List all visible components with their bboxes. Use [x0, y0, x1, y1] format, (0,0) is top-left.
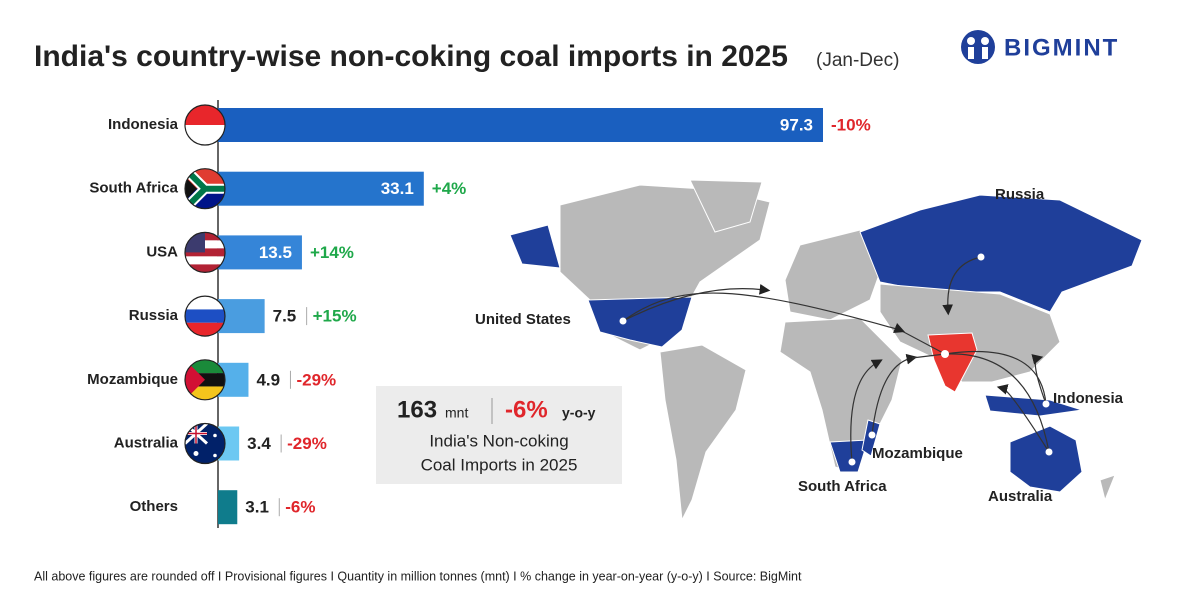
category-label: Australia — [114, 434, 179, 451]
logo: BIGMINT — [961, 30, 1119, 64]
flag-border — [184, 422, 226, 465]
map-label: Indonesia — [1053, 390, 1124, 407]
category-label: Mozambique — [87, 371, 178, 388]
flag — [184, 359, 226, 401]
footer: All above figures are rounded off I Prov… — [34, 569, 802, 583]
map-label: Australia — [988, 488, 1053, 505]
change-label: -29% — [287, 434, 327, 453]
value-label: 97.3 — [780, 115, 813, 134]
world-map: Russia United States Indonesia Mozambiqu… — [475, 179, 1143, 522]
value-label: 33.1 — [381, 179, 414, 198]
logo-text: BIGMINT — [1004, 34, 1119, 61]
change-label: +15% — [313, 307, 357, 326]
flag — [184, 168, 226, 210]
summary-change-unit: y-o-y — [562, 405, 596, 421]
bar — [218, 299, 265, 334]
change-label: -10% — [831, 115, 871, 134]
change-label: -29% — [296, 370, 336, 389]
summary-change: -6% — [505, 396, 548, 423]
flag-stripe — [185, 322, 225, 337]
category-label: USA — [146, 243, 178, 260]
flag-stripe — [185, 264, 225, 273]
value-label: 13.5 — [259, 243, 292, 262]
bar — [218, 171, 424, 206]
flag-border — [184, 359, 226, 401]
value-label: 4.9 — [256, 370, 280, 389]
flag — [184, 422, 226, 465]
map-label: Russia — [995, 186, 1045, 203]
map-label: South Africa — [798, 478, 887, 495]
flag-border — [184, 295, 226, 337]
category-label: South Africa — [89, 180, 178, 197]
value-label: 3.1 — [245, 498, 269, 517]
flag — [184, 295, 226, 337]
category-label: Others — [130, 498, 178, 515]
flag-stripe — [185, 256, 225, 265]
flag-body — [185, 423, 225, 464]
bar — [218, 490, 238, 525]
flag-star — [213, 433, 217, 438]
flag-union — [185, 423, 207, 444]
map-label: Mozambique — [872, 445, 963, 462]
flag-stripe — [185, 125, 225, 145]
flag-star — [193, 451, 199, 456]
flag-body — [185, 359, 225, 400]
flag — [184, 231, 226, 273]
summary-caption: Coal Imports in 2025 — [421, 455, 578, 474]
flag-border — [184, 104, 226, 146]
subtitle: (Jan-Dec) — [816, 50, 899, 71]
change-label: +4% — [432, 179, 467, 198]
flag-stripe — [185, 309, 225, 323]
flag-triangle — [185, 176, 197, 201]
change-label: -6% — [285, 498, 315, 517]
summary-total: 163 — [397, 396, 437, 423]
category-label: Indonesia — [108, 116, 179, 133]
category-label: Russia — [129, 307, 179, 324]
change-label: +14% — [310, 243, 354, 262]
title: India's country-wise non-coking coal imp… — [34, 40, 788, 73]
flag-stripe — [185, 296, 225, 310]
bar — [218, 108, 823, 142]
summary-caption: India's Non-coking — [429, 431, 568, 450]
flag-star — [213, 453, 217, 458]
value-label: 3.4 — [247, 434, 271, 453]
flag-border — [184, 168, 226, 210]
flag-body — [185, 296, 225, 337]
flag — [184, 104, 226, 146]
map-label: United States — [475, 311, 571, 328]
flag-body — [185, 105, 225, 145]
flag-stripe — [185, 105, 225, 125]
summary-box: 163 mnt -6% y-o-y India's Non-coking Coa… — [376, 386, 622, 484]
summary-unit: mnt — [445, 405, 468, 421]
flag-triangle — [185, 359, 205, 400]
bar — [218, 235, 302, 270]
value-label: 7.5 — [273, 307, 297, 326]
flag-border — [184, 231, 226, 273]
